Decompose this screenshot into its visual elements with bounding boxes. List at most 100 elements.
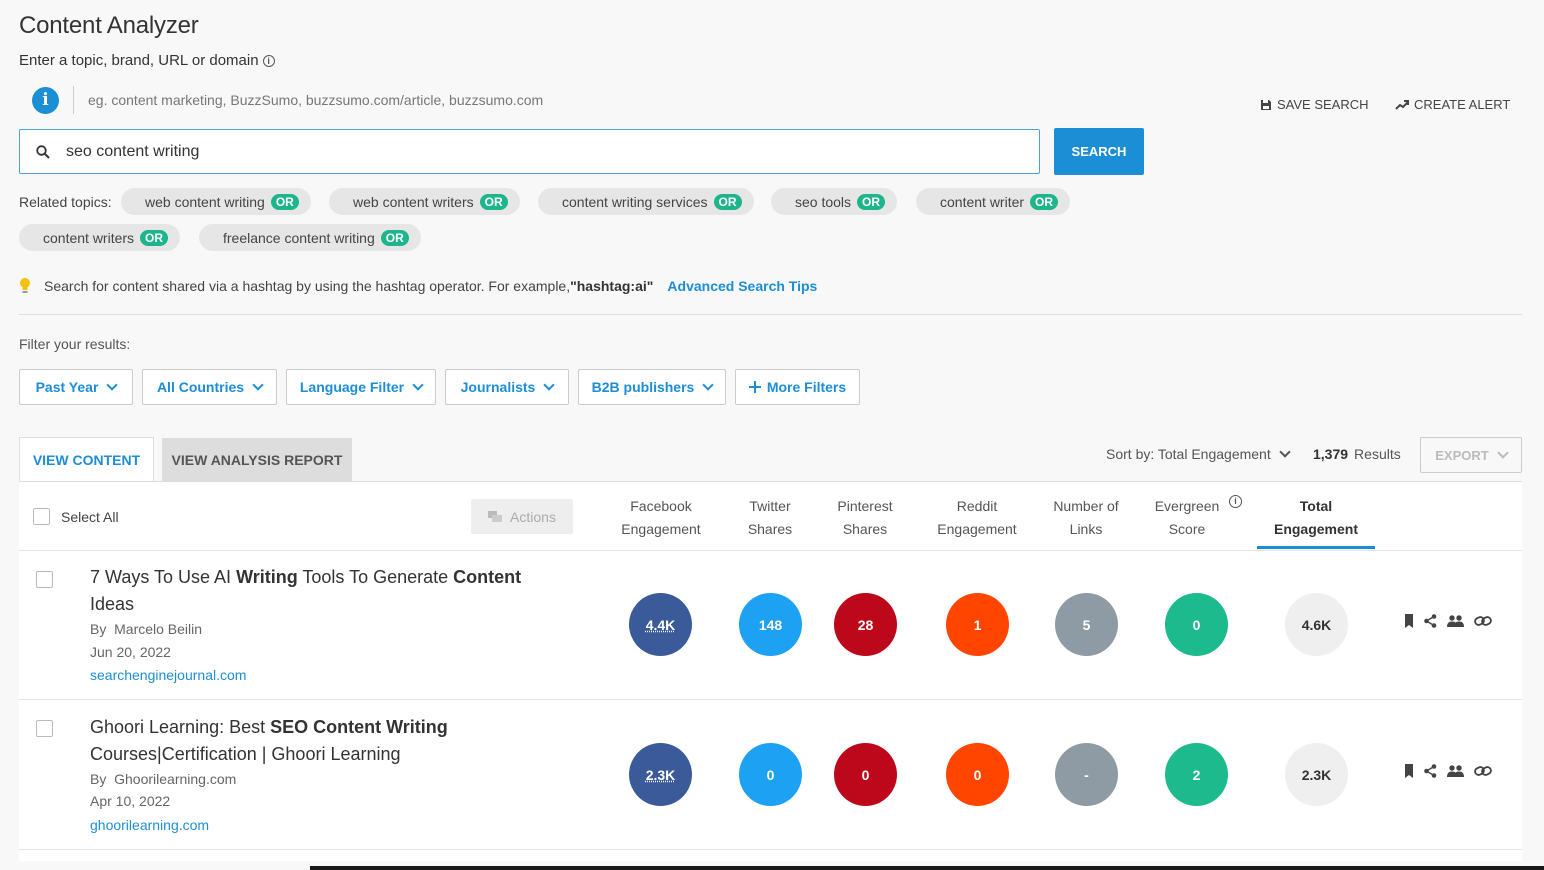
row-checkbox[interactable] — [36, 571, 53, 588]
metric-links[interactable]: - — [1055, 743, 1118, 806]
metric-facebook[interactable]: 4.4K — [629, 593, 692, 656]
horizontal-scrollbar[interactable] — [310, 866, 1544, 870]
author-name[interactable]: Ghoorilearning.com — [114, 771, 237, 787]
or-badge[interactable]: OR — [140, 229, 169, 246]
chevron-down-icon — [702, 379, 715, 391]
filter-b2b-publishers[interactable]: B2B publishers — [578, 369, 726, 405]
search-input[interactable] — [66, 142, 966, 161]
filter-past-year[interactable]: Past Year — [19, 369, 133, 405]
metric-value: 1 — [973, 616, 982, 633]
chip-label: content writers — [43, 229, 135, 246]
chevron-down-icon — [106, 379, 119, 391]
col-pinterest-shares[interactable]: Pinterest Shares — [810, 495, 920, 541]
related-topics-label: Related topics: — [19, 194, 112, 210]
hint-text: eg. content marketing, BuzzSumo, buzzsum… — [88, 92, 544, 108]
title-part: Ghoori Learning: Best — [90, 717, 271, 737]
metric-value: 2.3K — [645, 766, 676, 783]
sort-dropdown[interactable]: Sort by: Total Engagement — [1106, 446, 1291, 462]
or-badge[interactable]: OR — [270, 193, 299, 210]
create-alert-label: CREATE ALERT — [1414, 97, 1511, 112]
or-badge[interactable]: OR — [857, 193, 886, 210]
info-small-icon[interactable]: i — [1229, 495, 1242, 508]
bookmark-icon[interactable] — [1404, 614, 1414, 628]
col-reddit-engagement[interactable]: Reddit Engagement — [922, 495, 1032, 541]
col-twitter-shares[interactable]: Twitter Shares — [715, 495, 825, 541]
or-badge[interactable]: OR — [479, 193, 508, 210]
article-domain[interactable]: searchenginejournal.com — [90, 667, 247, 683]
trending-icon — [1395, 99, 1409, 110]
chevron-down-icon — [252, 379, 264, 391]
bookmark-icon[interactable] — [1404, 764, 1414, 778]
tab-view-content[interactable]: VIEW CONTENT — [19, 437, 154, 482]
or-badge[interactable]: OR — [1030, 193, 1059, 210]
metric-facebook[interactable]: 2.3K — [629, 743, 692, 806]
or-badge[interactable]: OR — [380, 229, 409, 246]
related-chip[interactable]: content writers OR — [19, 224, 181, 251]
tab-view-analysis-report[interactable]: VIEW ANALYSIS REPORT — [162, 438, 352, 481]
col-facebook-engagement[interactable]: Facebook Engagement — [606, 495, 716, 541]
author-prefix: By — [90, 621, 107, 637]
col-number-of-links[interactable]: Number of Links — [1031, 495, 1141, 541]
people-icon[interactable] — [1447, 615, 1464, 627]
chip-label: content writer — [940, 193, 1025, 210]
search-field[interactable] — [19, 129, 1040, 174]
related-chip[interactable]: web content writing OR — [121, 188, 311, 215]
create-alert-button[interactable]: CREATE ALERT — [1395, 97, 1510, 112]
metric-value: 2.3K — [1301, 766, 1332, 783]
metric-value: - — [1084, 766, 1089, 783]
or-badge[interactable]: OR — [713, 193, 742, 210]
col-total-engagement[interactable]: Total Engagement — [1261, 495, 1371, 541]
filter-journalists[interactable]: Journalists — [445, 369, 569, 405]
metric-value: 0 — [973, 766, 982, 783]
related-chip[interactable]: content writer OR — [916, 188, 1071, 215]
col-line: Score — [1168, 521, 1206, 537]
article-domain[interactable]: ghoorilearning.com — [90, 817, 210, 833]
col-line: Reddit — [956, 498, 998, 514]
page-title: Content Analyzer — [19, 12, 199, 39]
select-all-checkbox[interactable] — [33, 508, 50, 525]
article-title[interactable]: 7 Ways To Use AI Writing Tools To Genera… — [90, 564, 570, 618]
metric-value: 0 — [1192, 616, 1201, 633]
metric-twitter: 0 — [739, 743, 802, 806]
filter-countries[interactable]: All Countries — [142, 369, 277, 405]
col-line: Engagement — [1273, 521, 1358, 537]
chevron-down-icon — [412, 379, 424, 391]
chip-label: freelance content writing — [223, 229, 375, 246]
divider — [19, 550, 1522, 551]
article-title[interactable]: Ghoori Learning: Best SEO Content Writin… — [90, 714, 490, 768]
filter-language[interactable]: Language Filter — [286, 369, 436, 405]
chevron-down-icon — [1279, 446, 1291, 458]
search-button[interactable]: SEARCH — [1054, 128, 1144, 175]
chevron-down-icon — [1497, 447, 1509, 459]
metric-pinterest: 0 — [834, 743, 897, 806]
export-button[interactable]: EXPORT — [1420, 437, 1522, 473]
author-name[interactable]: Marcelo Beilin — [114, 621, 203, 637]
related-chip[interactable]: freelance content writing OR — [199, 224, 421, 251]
info-small-icon[interactable]: i — [262, 54, 275, 67]
people-icon[interactable] — [1447, 765, 1464, 777]
filter-label-text: Language Filter — [299, 379, 405, 395]
chip-label: seo tools — [795, 193, 852, 210]
actions-button[interactable]: Actions — [471, 499, 573, 534]
related-chip[interactable]: content writing services OR — [538, 188, 754, 215]
related-chip[interactable]: web content writers OR — [329, 188, 520, 215]
title-part: Writing — [236, 567, 298, 587]
related-chip[interactable]: seo tools OR — [771, 188, 898, 215]
tip-text: Search for content shared via a hashtag … — [44, 278, 571, 294]
advanced-search-tips-link[interactable]: Advanced Search Tips — [667, 278, 818, 294]
save-search-button[interactable]: SAVE SEARCH — [1260, 97, 1369, 112]
row-actions — [1404, 614, 1492, 628]
link-icon[interactable] — [1474, 765, 1492, 777]
metric-value: 4.4K — [645, 616, 676, 633]
share-icon[interactable] — [1424, 614, 1437, 628]
row-checkbox[interactable] — [36, 720, 53, 737]
article-author: By Marcelo Beilin — [90, 618, 202, 641]
link-icon[interactable] — [1474, 615, 1492, 627]
more-filters-button[interactable]: More Filters — [735, 369, 860, 405]
col-evergreen-score[interactable]: Evergreen Score — [1132, 495, 1242, 541]
metric-twitter: 148 — [739, 593, 802, 656]
save-icon — [1261, 99, 1271, 110]
title-part: Tools To Generate — [297, 567, 454, 587]
share-icon[interactable] — [1424, 764, 1437, 778]
metric-links[interactable]: 5 — [1055, 593, 1118, 656]
